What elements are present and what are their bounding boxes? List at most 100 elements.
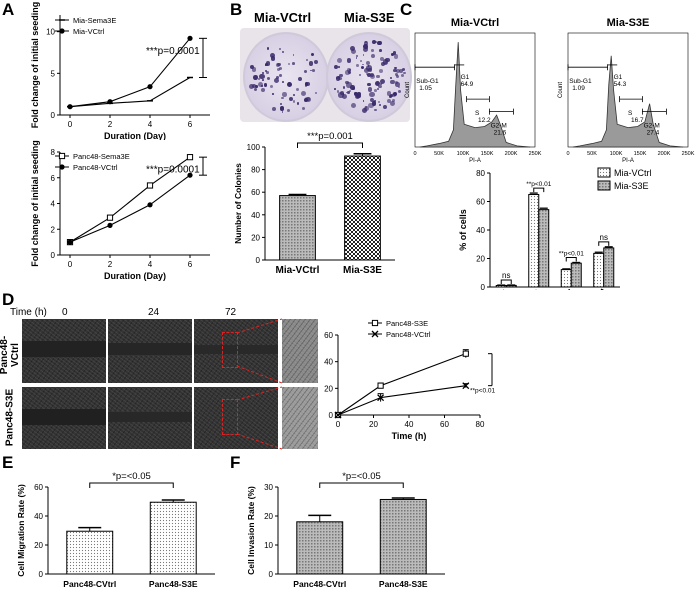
legend-label: Panc48-Sema3E xyxy=(73,152,130,161)
data-point xyxy=(377,382,384,389)
colony-dot xyxy=(354,91,358,96)
bar xyxy=(379,498,427,575)
flow-x-tick-label: 250K xyxy=(682,151,695,157)
y-axis-label: Fold change of initial seeding xyxy=(30,140,40,267)
flow-x-tick-label: 0 xyxy=(413,151,416,157)
colony-dot xyxy=(355,56,358,59)
colony-dot xyxy=(371,39,377,44)
colony-dot xyxy=(249,83,255,89)
y-tick-label: 40 xyxy=(34,512,43,521)
y-axis-label: Number of Colonies xyxy=(233,163,243,244)
colony-bar-chart: 0 20 40 60 80 100 Number of Colonies Mia-VCtrl M… xyxy=(233,131,395,276)
colony-dot xyxy=(362,47,369,53)
series-line xyxy=(337,353,466,416)
colony-dot xyxy=(393,91,397,96)
colony-dot xyxy=(377,40,382,46)
dish-s3e xyxy=(326,32,412,122)
y-tick-label: 40 xyxy=(476,226,485,235)
dish-label-right: Mia-S3E xyxy=(344,10,395,25)
colony-dot xyxy=(356,55,359,58)
invasion-bar-chart: 0 10 20 30 Cell Invasion Rate (%) Panc48-CVtr… xyxy=(246,471,445,589)
colony-dot xyxy=(361,108,367,114)
flow-title: Mia-VCtrl xyxy=(451,17,499,29)
colony-dot xyxy=(276,63,281,68)
wound-healing-images: Time (h) 0 24 72 Panc48-VCtrl Panc48-S3E xyxy=(0,302,330,452)
legend-label: Panc48-VCtrl xyxy=(73,163,118,172)
y-tick-label: 80 xyxy=(476,169,485,178)
colony-dot xyxy=(397,89,402,93)
colony-dot xyxy=(363,68,369,73)
x-tick-label: 40 xyxy=(405,420,414,429)
colony-dot xyxy=(346,82,352,88)
x-tick-label: 2 xyxy=(108,120,113,129)
p-value-label: **p<0.01 xyxy=(470,387,496,394)
colony-dot xyxy=(384,61,388,65)
y-tick-label: 0 xyxy=(39,570,44,579)
colony-dot xyxy=(288,63,291,66)
colony-dot xyxy=(333,65,339,70)
colony-dot xyxy=(308,61,314,66)
sig-bracket xyxy=(319,482,404,488)
legend-label: Mia-VCtrl xyxy=(614,168,652,178)
colony-dot xyxy=(296,102,299,105)
colony-dot xyxy=(371,101,377,106)
s-phase-label: S xyxy=(628,110,633,117)
colony-dot xyxy=(310,69,312,72)
series-line xyxy=(69,37,191,108)
wound-image-vctrl-0h xyxy=(22,319,106,383)
g1-value: 64.9 xyxy=(461,81,474,88)
colony-dot xyxy=(362,63,364,66)
colony-dot xyxy=(291,62,295,66)
wound-time-header: Time (h) xyxy=(10,307,47,318)
panel-label-c: C xyxy=(400,0,413,19)
legend-label: Mia-S3E xyxy=(614,181,649,191)
colony-dot xyxy=(276,75,280,79)
bar xyxy=(538,209,550,288)
sub-g1-label: Sub-G1 xyxy=(569,78,592,85)
sig-bracket xyxy=(89,482,174,488)
bar xyxy=(603,247,615,288)
wound-image-s3e-72h xyxy=(194,387,278,449)
x-tick-label: 60 xyxy=(440,420,449,429)
colony-dot xyxy=(281,96,284,100)
colony-dot xyxy=(391,53,395,56)
sig-bracket xyxy=(565,256,577,262)
colony-dot xyxy=(374,89,377,92)
colony-dot xyxy=(367,82,371,87)
bar xyxy=(560,269,572,288)
s-phase-value: 16.7 xyxy=(631,117,644,124)
colony-dot xyxy=(379,83,382,86)
colony-dot xyxy=(334,87,336,90)
colony-dot xyxy=(336,90,340,93)
sig-bracket xyxy=(297,142,363,148)
wound-image-vctrl-24h xyxy=(108,319,192,383)
colony-dot xyxy=(363,44,369,50)
y-tick-label: 4 xyxy=(51,200,56,209)
flow-x-tick-label: 50K xyxy=(587,151,597,157)
data-point xyxy=(186,154,194,161)
colony-dot xyxy=(253,75,259,80)
panel-label-f: F xyxy=(230,453,241,472)
colony-dot xyxy=(335,76,341,82)
colony-dot xyxy=(394,54,399,59)
colony-dot xyxy=(379,78,386,85)
colony-dot xyxy=(374,41,377,44)
flow-x-tick-label: 50K xyxy=(434,151,444,157)
bar xyxy=(279,195,316,261)
colony-dot xyxy=(395,68,400,73)
flow-x-tick-label: 100K xyxy=(457,151,470,157)
panel-label-b: B xyxy=(230,0,243,19)
colony-dot xyxy=(367,87,373,92)
colony-dot xyxy=(390,77,393,79)
colony-dot xyxy=(260,87,265,93)
bar xyxy=(149,501,197,575)
growth-chart-panc48: 0 2 4 6 8 0 2 4 6 Duration (Day) Fold change of in… xyxy=(30,140,210,281)
y-axis-label: Fold change of initial seeding xyxy=(30,2,40,129)
colony-dot xyxy=(363,41,369,47)
colony-dot xyxy=(297,76,303,82)
data-point xyxy=(147,202,153,208)
data-point xyxy=(377,394,385,402)
flow-histogram xyxy=(419,42,531,148)
dish-label-left: Mia-VCtrl xyxy=(254,10,312,25)
